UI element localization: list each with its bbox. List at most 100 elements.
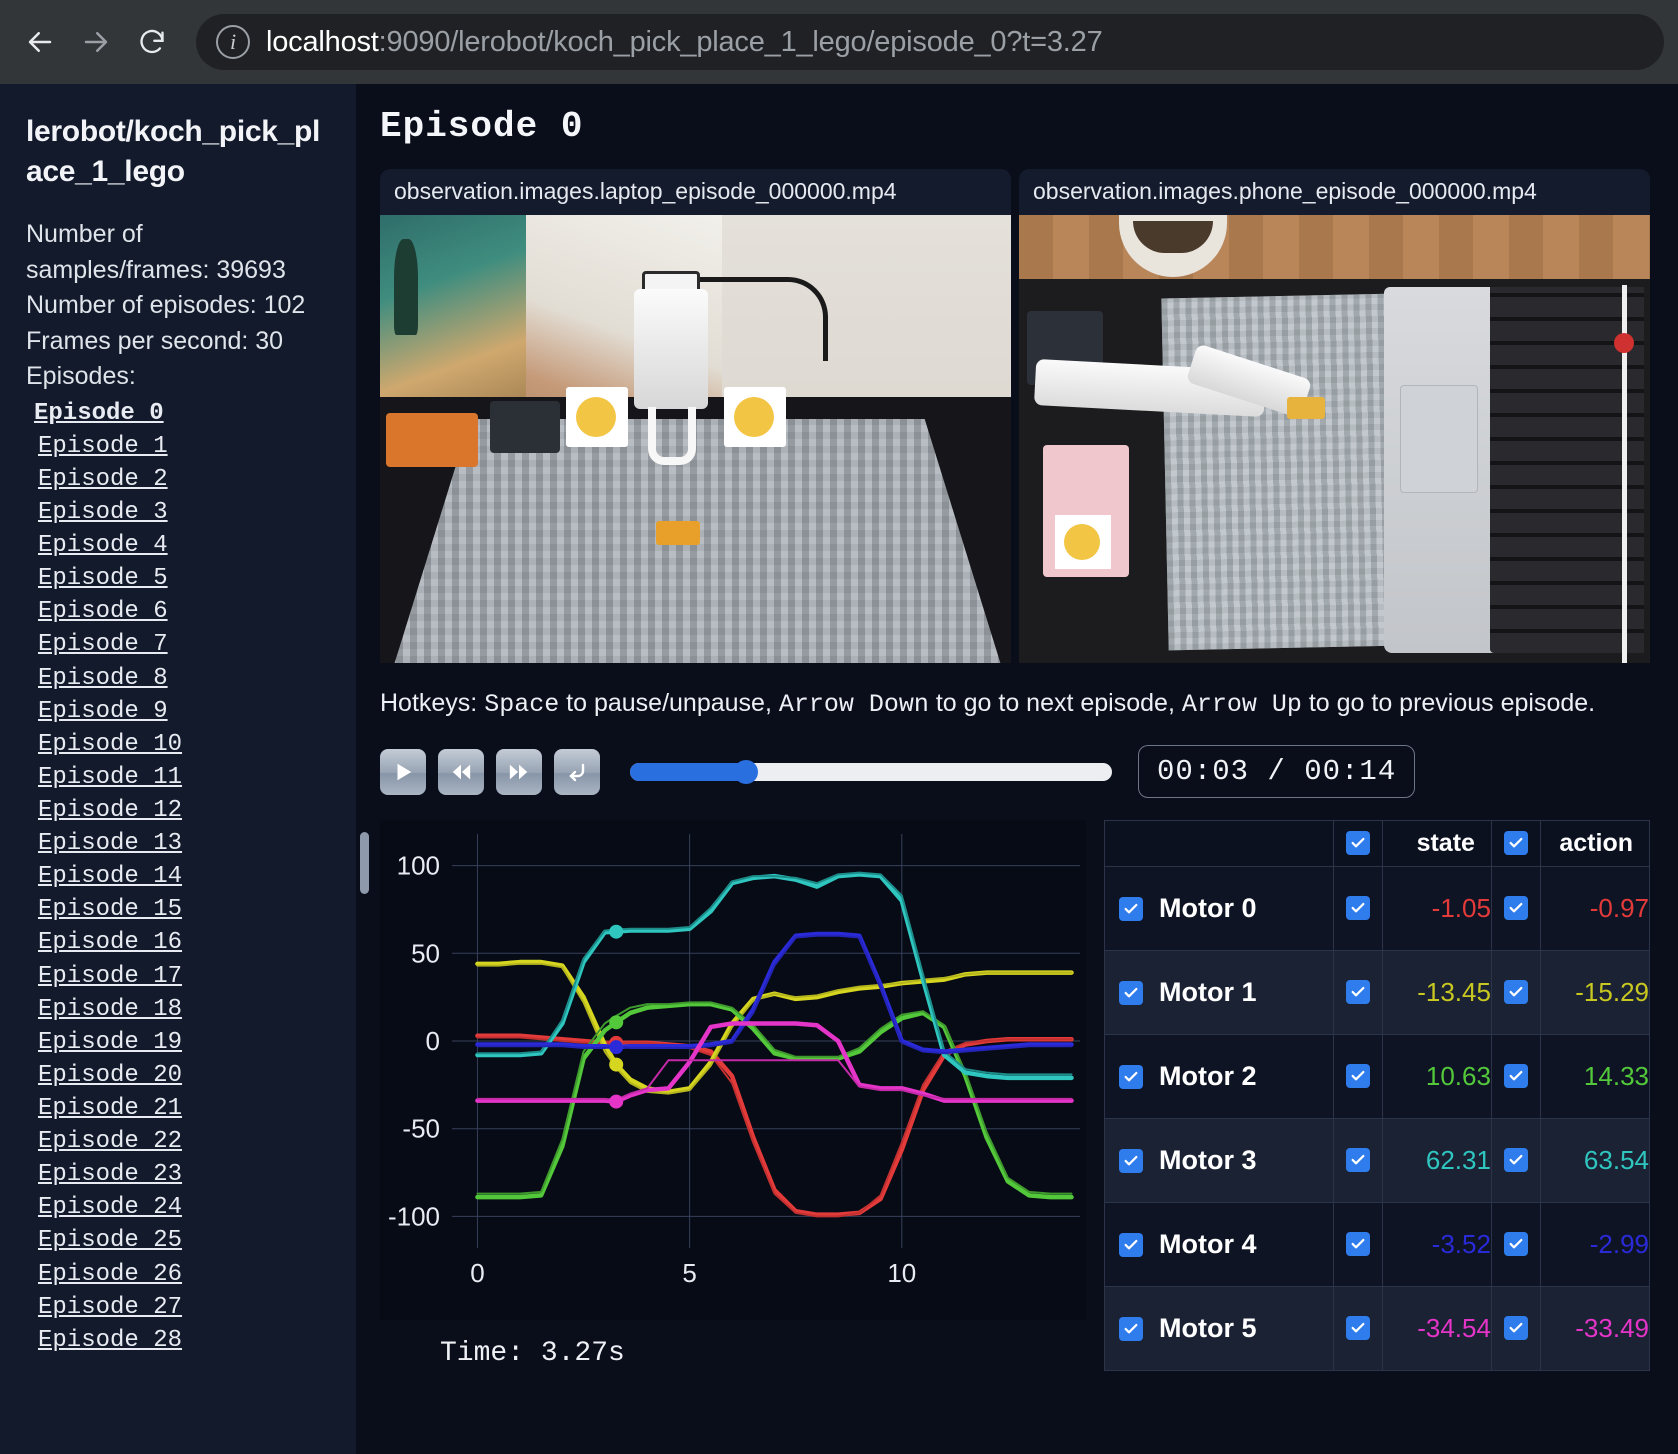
motor-3-label: Motor 3 bbox=[1159, 1145, 1257, 1175]
motor-4-state-checkbox[interactable] bbox=[1345, 1232, 1370, 1256]
motor-1-action-checkbox[interactable] bbox=[1503, 980, 1528, 1004]
sidebar-item-episode-7[interactable]: Episode 7 bbox=[38, 631, 168, 659]
site-info-icon[interactable]: i bbox=[216, 25, 250, 59]
motor-5-state-checkbox[interactable] bbox=[1345, 1316, 1370, 1340]
back-button[interactable] bbox=[14, 16, 66, 68]
series-line bbox=[476, 934, 1073, 1055]
sidebar-item-episode-15[interactable]: Episode 15 bbox=[38, 896, 183, 924]
motor-4-action-checkbox[interactable] bbox=[1503, 1232, 1528, 1256]
motor-2-state-checkbox[interactable] bbox=[1345, 1064, 1370, 1088]
table-row: Motor 2 10.63 14.33 bbox=[1104, 1034, 1651, 1119]
sidebar-item-episode-12[interactable]: Episode 12 bbox=[38, 797, 183, 824]
sidebar-item-episode-27[interactable]: Episode 27 bbox=[38, 1293, 183, 1321]
sidebar-item-episode-23[interactable]: Episode 23 bbox=[38, 1161, 183, 1189]
sidebar-item-episode-3[interactable]: Episode 3 bbox=[38, 499, 168, 527]
series-line bbox=[475, 931, 1074, 1054]
motor-2-state-checkbox-cell[interactable] bbox=[1332, 1034, 1383, 1119]
header-action-checkbox-cell[interactable] bbox=[1490, 820, 1541, 867]
motor-4-action-checkbox-cell[interactable] bbox=[1490, 1202, 1541, 1287]
sidebar-item-episode-13[interactable]: Episode 13 bbox=[38, 830, 183, 858]
sidebar-item-episode-4[interactable]: Episode 4 bbox=[38, 532, 168, 560]
motor-5-state-value: -34.54 bbox=[1381, 1286, 1492, 1371]
motor-0-state-checkbox-cell[interactable] bbox=[1332, 866, 1383, 951]
series-line bbox=[476, 871, 1073, 1076]
motor-5-row-checkbox[interactable] bbox=[1119, 1316, 1143, 1341]
hotkeys-text-1: to pause/unpause, bbox=[559, 689, 779, 717]
sidebar-item-episode-19[interactable]: Episode 19 bbox=[38, 1028, 183, 1056]
sidebar-item-episode-2[interactable]: Episode 2 bbox=[38, 465, 168, 493]
sidebar-item-episode-24[interactable]: Episode 24 bbox=[38, 1194, 183, 1222]
sidebar-item-episode-16[interactable]: Episode 16 bbox=[38, 929, 183, 957]
motor-0-state-checkbox[interactable] bbox=[1345, 896, 1370, 920]
episode-list: Episode 0 Episode 1 Episode 2 Episode 3 Epis… bbox=[26, 397, 330, 1357]
motor-5-action-checkbox[interactable] bbox=[1503, 1316, 1528, 1340]
motor-3-state-checkbox[interactable] bbox=[1345, 1148, 1370, 1172]
header-state-checkbox-cell[interactable] bbox=[1332, 820, 1383, 867]
address-bar[interactable]: i localhost:9090/lerobot/koch_pick_place… bbox=[196, 14, 1664, 70]
motor-0-action-checkbox[interactable] bbox=[1503, 896, 1528, 920]
data-panel: -100 -50 0 50 100 0 5 10 Time: 3.27s bbox=[380, 820, 1651, 1371]
motor-2-row-checkbox[interactable] bbox=[1119, 1064, 1143, 1089]
sidebar-item-episode-8[interactable]: Episode 8 bbox=[38, 664, 168, 692]
motor-3-action-checkbox-cell[interactable] bbox=[1490, 1118, 1541, 1203]
back-arrow-icon bbox=[25, 27, 55, 57]
motor-1-state-checkbox[interactable] bbox=[1345, 980, 1370, 1004]
motor-0-row-checkbox[interactable] bbox=[1119, 896, 1143, 921]
sidebar-item-episode-0[interactable]: Episode 0 bbox=[34, 399, 164, 427]
loop-button[interactable] bbox=[554, 748, 600, 795]
sidebar-resize-handle[interactable] bbox=[360, 832, 369, 894]
sidebar-item-episode-21[interactable]: Episode 21 bbox=[38, 1094, 183, 1122]
sidebar-item-episode-6[interactable]: Episode 6 bbox=[38, 598, 168, 626]
series-line bbox=[476, 1059, 1073, 1101]
sidebar-item-episode-5[interactable]: Episode 5 bbox=[38, 565, 168, 593]
timeseries-chart[interactable]: -100 -50 0 50 100 0 5 10 Time: 3.27s bbox=[380, 820, 1086, 1369]
motor-3-row-checkbox[interactable] bbox=[1119, 1148, 1143, 1173]
forward-button[interactable] bbox=[70, 16, 122, 68]
motor-2-action-checkbox[interactable] bbox=[1503, 1064, 1528, 1088]
video-player-laptop[interactable] bbox=[380, 215, 1011, 663]
state-column-checkbox[interactable] bbox=[1345, 831, 1370, 855]
sidebar-item-episode-14[interactable]: Episode 14 bbox=[38, 863, 183, 891]
seek-thumb[interactable] bbox=[733, 759, 758, 784]
reload-button[interactable] bbox=[126, 16, 178, 68]
sidebar-item-episode-10[interactable]: Episode 10 bbox=[38, 730, 183, 758]
motor-1-row-checkbox[interactable] bbox=[1119, 980, 1143, 1005]
motor-3-action-checkbox[interactable] bbox=[1503, 1148, 1528, 1172]
motor-2-label: Motor 2 bbox=[1159, 1061, 1257, 1091]
sidebar-item-episode-11[interactable]: Episode 11 bbox=[38, 763, 183, 791]
video-player-phone[interactable] bbox=[1019, 215, 1650, 663]
sidebar-item-episode-18[interactable]: Episode 18 bbox=[38, 995, 183, 1023]
sidebar-item-episode-9[interactable]: Episode 9 bbox=[38, 697, 168, 725]
fast-forward-button[interactable] bbox=[496, 748, 542, 795]
table-row: Motor 0 -1.05 -0.97 bbox=[1104, 866, 1651, 951]
rewind-button[interactable] bbox=[438, 748, 484, 795]
table-row: Motor 4 -3.52 -2.99 bbox=[1104, 1202, 1651, 1287]
sidebar-item-episode-28[interactable]: Episode 28 bbox=[38, 1326, 183, 1354]
motors-table-head: state action bbox=[1104, 820, 1651, 867]
motor-1-state-checkbox-cell[interactable] bbox=[1332, 950, 1383, 1035]
sidebar-item-episode-25[interactable]: Episode 25 bbox=[38, 1227, 183, 1255]
motor-3-state-checkbox-cell[interactable] bbox=[1332, 1118, 1383, 1203]
seek-slider[interactable] bbox=[630, 759, 1112, 784]
sidebar-item-episode-17[interactable]: Episode 17 bbox=[38, 962, 183, 990]
motor-4-state-checkbox-cell[interactable] bbox=[1332, 1202, 1383, 1287]
sidebar-item-episode-20[interactable]: Episode 20 bbox=[38, 1061, 183, 1089]
sidebar-item-episode-26[interactable]: Episode 26 bbox=[38, 1260, 183, 1288]
motor-4-row-checkbox[interactable] bbox=[1119, 1232, 1143, 1257]
motor-0-action-checkbox-cell[interactable] bbox=[1490, 866, 1541, 951]
motor-5-state-checkbox-cell[interactable] bbox=[1332, 1286, 1383, 1371]
play-button[interactable] bbox=[380, 748, 426, 795]
sidebar-item-episode-1[interactable]: Episode 1 bbox=[38, 432, 168, 460]
sidebar-item-episode-22[interactable]: Episode 22 bbox=[38, 1128, 183, 1156]
action-column-checkbox[interactable] bbox=[1503, 831, 1528, 855]
table-header-row: state action bbox=[1104, 820, 1651, 867]
motor-5-action-checkbox-cell[interactable] bbox=[1490, 1286, 1541, 1371]
play-icon bbox=[392, 761, 414, 783]
motor-3-state-value: 62.31 bbox=[1381, 1118, 1492, 1203]
header-state-label: state bbox=[1416, 829, 1475, 857]
motor-2-action-value: 14.33 bbox=[1539, 1034, 1651, 1119]
motor-2-action-checkbox-cell[interactable] bbox=[1490, 1034, 1541, 1119]
table-row: Motor 1 -13.45 -15.29 bbox=[1104, 950, 1651, 1035]
table-row: Motor 5 -34.54 -33.49 bbox=[1104, 1286, 1651, 1371]
motor-1-action-checkbox-cell[interactable] bbox=[1490, 950, 1541, 1035]
